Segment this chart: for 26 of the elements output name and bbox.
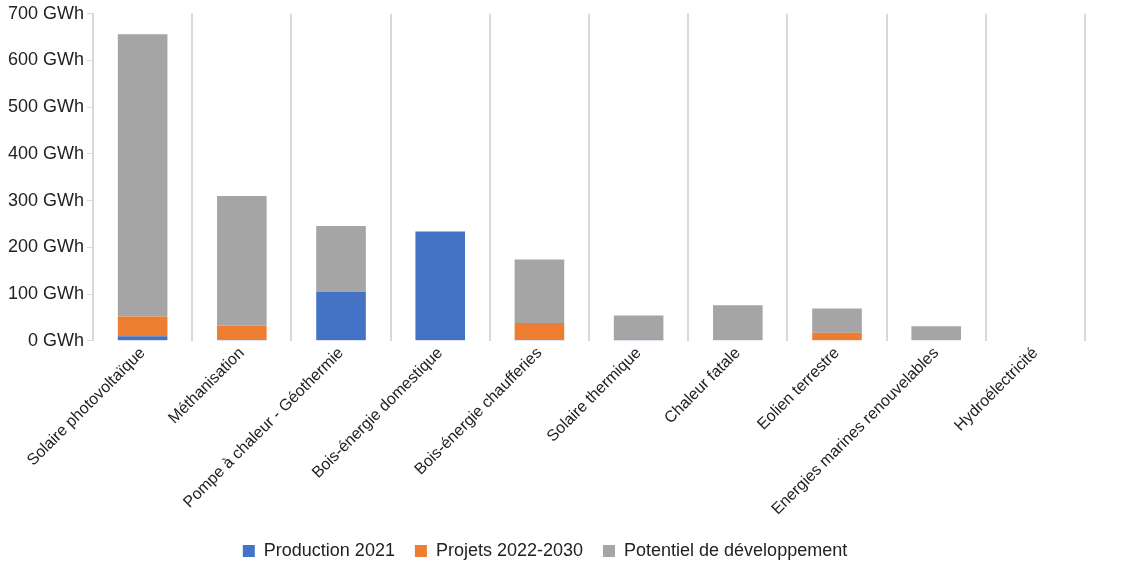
y-tick-label: 600 GWh xyxy=(7,49,85,70)
bar xyxy=(117,336,168,341)
legend-label: Potentiel de développement xyxy=(624,539,848,560)
bar xyxy=(514,323,565,340)
bar xyxy=(217,195,267,326)
bar xyxy=(316,225,366,292)
bar xyxy=(514,259,565,324)
y-tick-label: 300 GWh xyxy=(7,189,85,210)
bar xyxy=(812,332,862,341)
legend-label: Projets 2022-2030 xyxy=(435,539,584,560)
bar xyxy=(812,308,862,333)
y-tick-label: 200 GWh xyxy=(7,236,85,257)
bar xyxy=(316,291,366,341)
bar xyxy=(415,231,466,341)
bar xyxy=(217,325,267,340)
legend-label: Production 2021 xyxy=(263,539,395,560)
bar xyxy=(713,305,763,341)
y-tick-label: 100 GWh xyxy=(7,283,85,304)
y-tick-label: 0 GWh xyxy=(28,329,85,350)
y-tick-label: 400 GWh xyxy=(7,142,85,163)
bar xyxy=(613,315,664,340)
bar xyxy=(117,316,168,337)
y-tick-label: 500 GWh xyxy=(7,96,85,117)
y-tick-label: 700 GWh xyxy=(7,2,85,23)
bar xyxy=(117,34,168,317)
bar xyxy=(911,326,961,341)
